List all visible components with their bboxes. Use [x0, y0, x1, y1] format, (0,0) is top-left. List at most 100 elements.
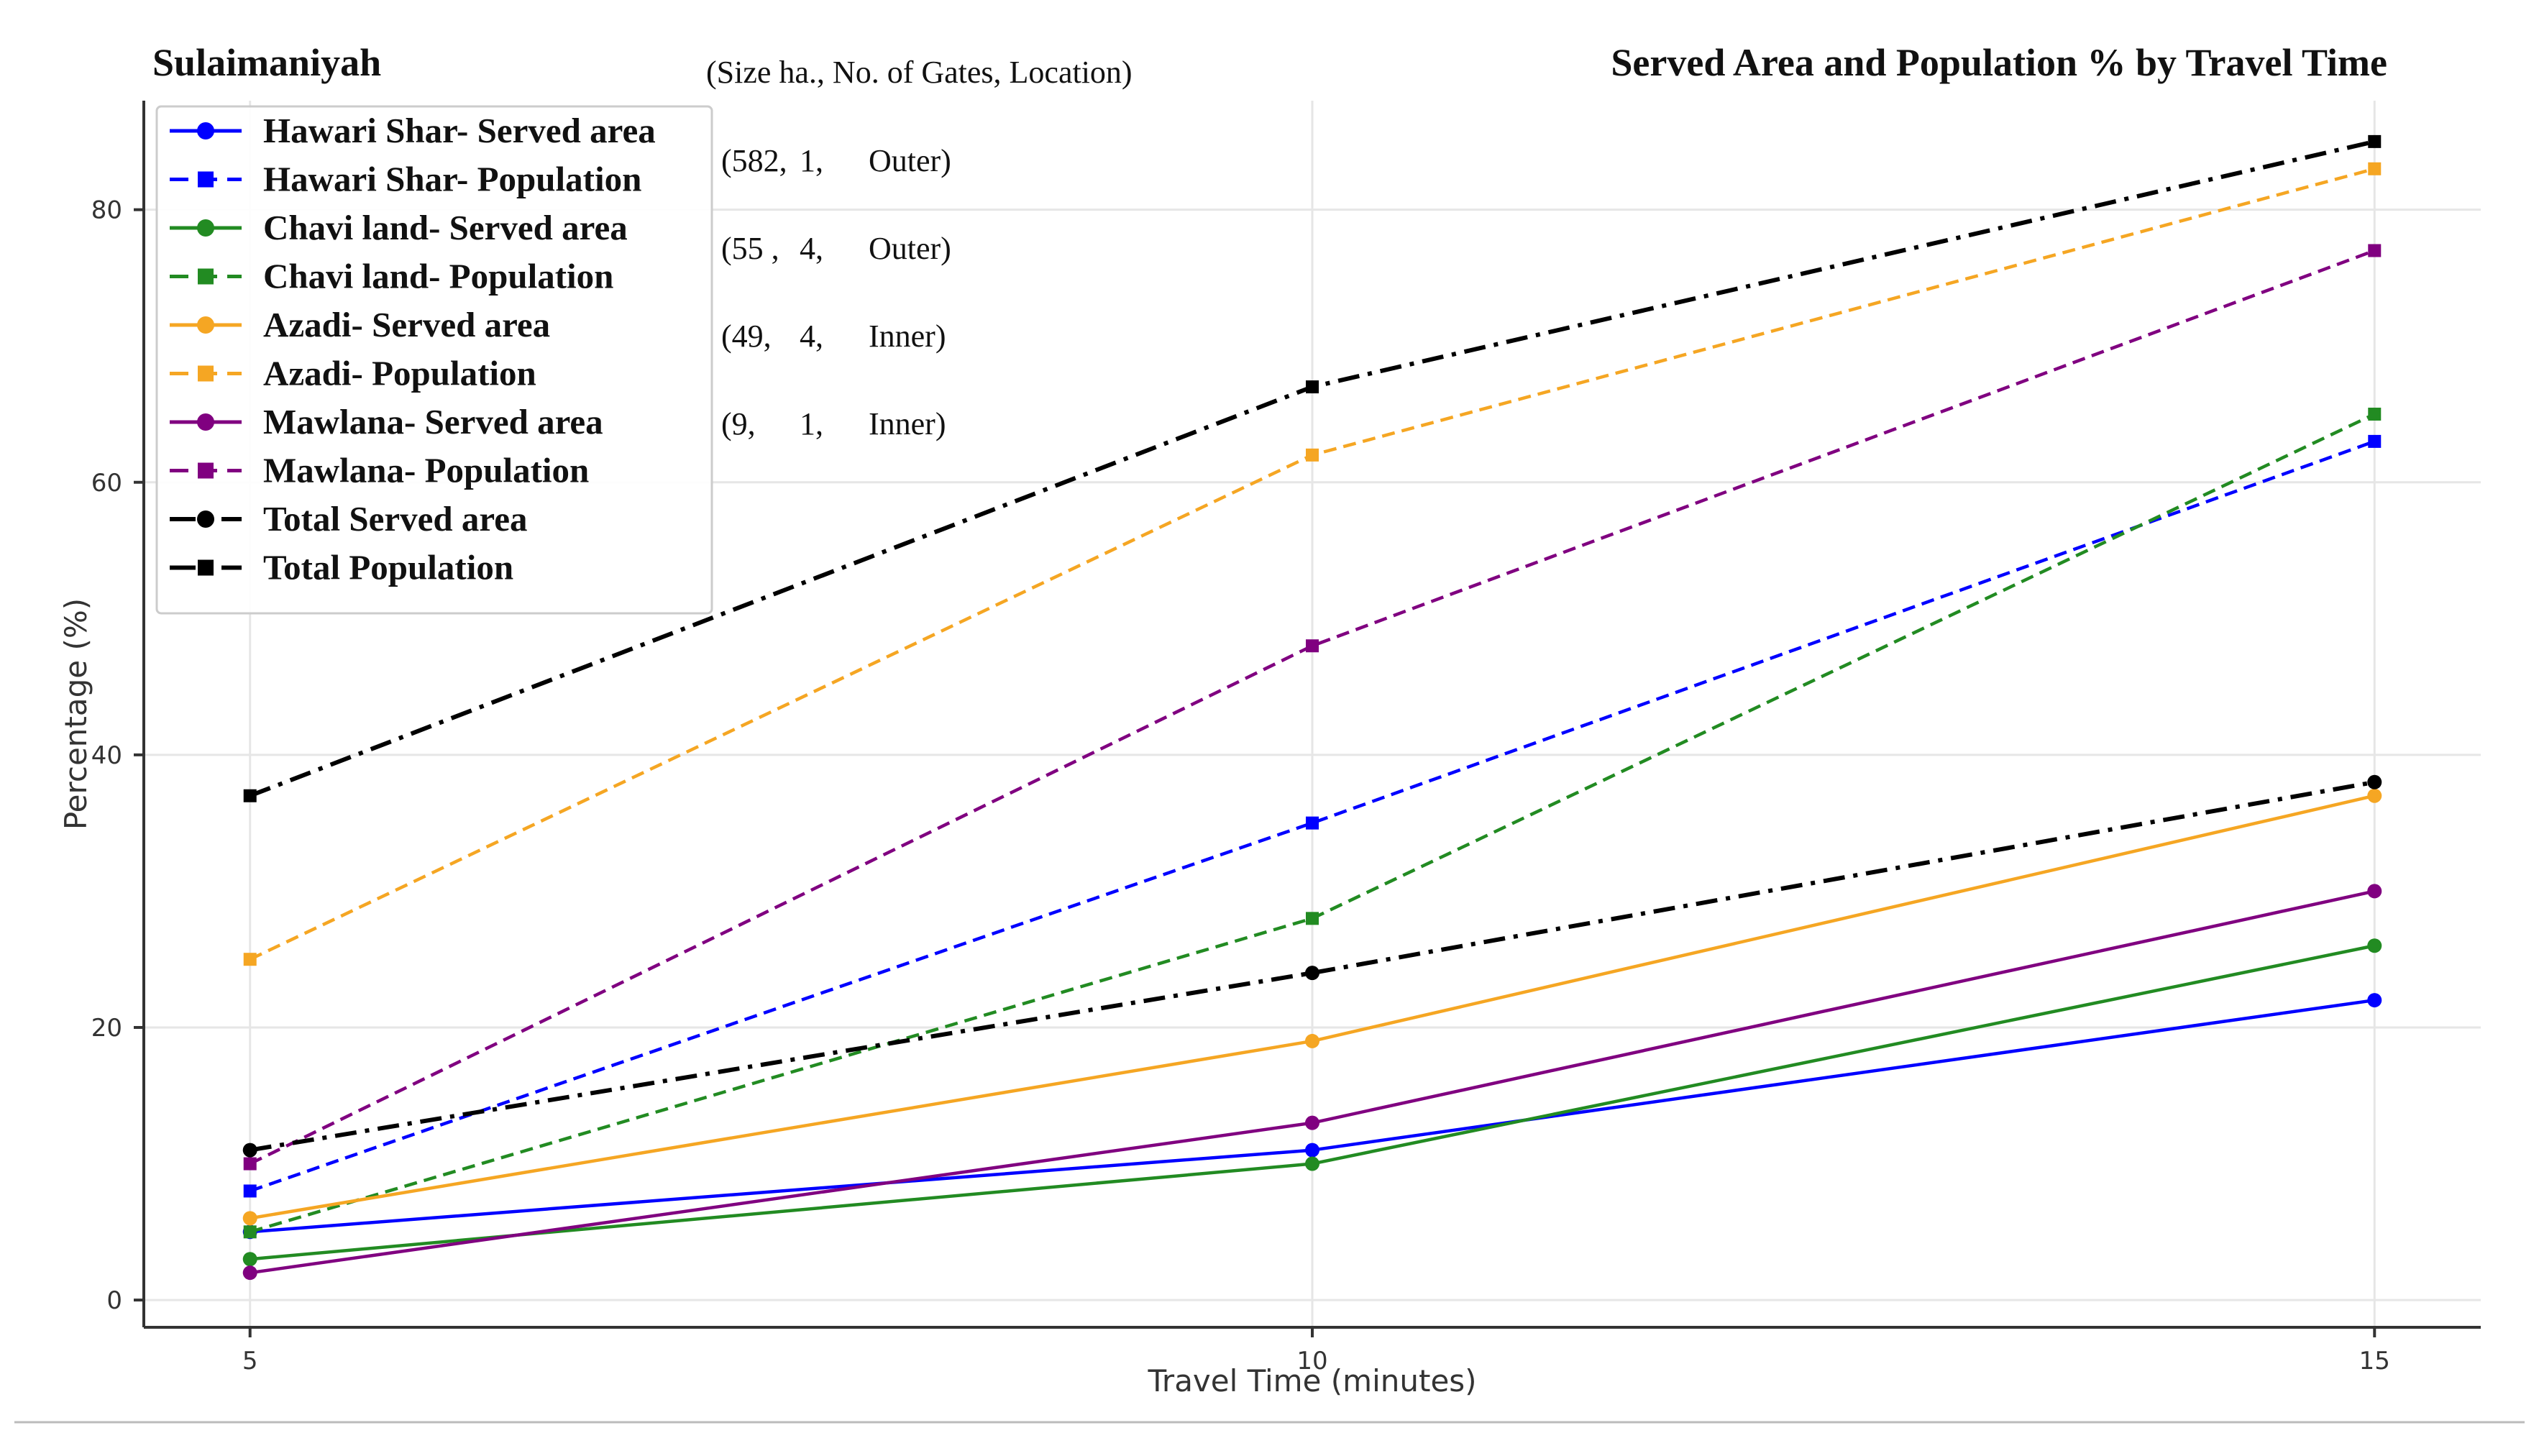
legend-marker	[197, 316, 214, 334]
series-7	[243, 244, 2382, 1171]
axes-layer: 0 20 40 60 80 5 10 15 Travel Time (minutes) Perce…	[58, 101, 2481, 1398]
legend-marker	[197, 510, 214, 528]
legend-entry: Total Served area	[170, 499, 527, 539]
series-line	[249, 439, 2376, 1193]
data-point	[2367, 788, 2382, 803]
legend-marker	[198, 462, 214, 479]
annotation-cell: (9,	[721, 406, 756, 441]
annotation-cell: Inner)	[869, 319, 946, 354]
data-point	[2368, 244, 2382, 257]
data-point	[1305, 1143, 1319, 1158]
series-line	[250, 779, 2375, 1153]
text-layer: Sulaimaniyah Served Area and Population %…	[14, 41, 2525, 1424]
data-point	[243, 1157, 257, 1171]
series-9	[243, 134, 2382, 802]
legend-box	[155, 105, 713, 615]
data-point	[242, 1143, 257, 1158]
annotation-row: (9, 1, Inner)	[721, 406, 946, 441]
city-label: Sulaimaniyah	[152, 41, 381, 84]
data-point	[242, 1211, 257, 1226]
legend-label: Chavi land- Served area	[263, 208, 628, 247]
annotation-row: (49, 4, Inner)	[721, 319, 946, 354]
series-5	[243, 162, 2382, 966]
legend-label: Total Population	[263, 548, 513, 587]
series-4	[242, 788, 2382, 1226]
series-2	[242, 938, 2382, 1267]
data-point	[2368, 434, 2382, 448]
data-point	[1305, 966, 1319, 981]
legend-entry: Total Population	[170, 548, 513, 587]
x-tick-label: 15	[2359, 1347, 2390, 1375]
legend-label: Mawlana- Served area	[263, 402, 603, 441]
data-point	[243, 789, 257, 802]
annotation-row: (55 , 4, Outer)	[721, 231, 951, 266]
data-point	[2367, 884, 2382, 899]
legend-marker	[198, 365, 214, 382]
legend-label: Hawari Shar- Population	[263, 160, 641, 199]
legend-marker	[197, 122, 214, 139]
legend-marker	[198, 171, 214, 188]
series-line	[249, 249, 2376, 1166]
data-point	[242, 1252, 257, 1267]
data-point	[1306, 639, 1319, 653]
data-point	[1306, 912, 1319, 925]
data-point	[1305, 1033, 1319, 1048]
annotation-cell: (55 ,	[721, 231, 779, 266]
annotation-row: (582, 1, Outer)	[721, 143, 951, 178]
annotation-cell: 4,	[800, 231, 823, 266]
legend: Hawari Shar- Served area Hawari Shar- Pop…	[155, 105, 713, 615]
annotation-cell: 1,	[800, 406, 823, 441]
legend-label: Total Served area	[263, 499, 527, 539]
legend-marker	[197, 413, 214, 431]
annotation-cell: (49,	[721, 319, 772, 354]
data-point	[243, 1225, 257, 1239]
legend-label: Hawari Shar- Served area	[263, 111, 656, 150]
x-axis-label: Travel Time (minutes)	[1147, 1363, 1476, 1398]
annotation-cell: Outer)	[869, 143, 951, 178]
legend-entry: Hawari Shar- Served area	[170, 111, 656, 150]
series-1	[243, 434, 2382, 1198]
legend-entry: Chavi land- Served area	[170, 208, 628, 247]
series-layer	[242, 134, 2382, 1281]
y-tick-label: 40	[91, 741, 122, 770]
legend-marker	[198, 559, 214, 576]
series-6	[242, 884, 2382, 1281]
annotation-cell: (582,	[721, 143, 787, 178]
data-point	[1306, 448, 1319, 462]
legend-entry: Hawari Shar- Population	[170, 160, 641, 199]
annotation-header: (Size ha., No. of Gates, Location)	[706, 55, 1133, 90]
data-point	[2368, 407, 2382, 421]
legend-marker	[198, 268, 214, 285]
series-8	[242, 774, 2382, 1158]
data-point	[2368, 162, 2382, 175]
data-point	[2367, 993, 2382, 1008]
legend-entry: Mawlana- Population	[170, 451, 589, 490]
legend-marker	[197, 219, 214, 237]
legend-entry: Chavi land- Population	[170, 257, 613, 296]
x-tick-label: 10	[1296, 1347, 1327, 1375]
series-3	[243, 407, 2382, 1239]
data-point	[2367, 938, 2382, 953]
data-point	[2368, 134, 2382, 148]
y-tick-label: 20	[91, 1014, 122, 1043]
y-tick-label: 0	[106, 1286, 122, 1315]
data-point	[2367, 774, 2382, 789]
data-point	[242, 1265, 257, 1281]
legend-entry: Mawlana- Served area	[170, 402, 603, 441]
data-point	[1306, 816, 1319, 830]
legend-label: Azadi- Served area	[263, 305, 550, 344]
annotation-cell: Inner)	[869, 406, 946, 441]
data-point	[1306, 380, 1319, 394]
y-axis-label: Percentage (%)	[58, 598, 93, 830]
x-tick-label: 5	[242, 1347, 258, 1375]
legend-label: Azadi- Population	[263, 354, 536, 393]
legend-entry: Azadi- Population	[170, 354, 536, 393]
legend-entry: Azadi- Served area	[170, 305, 550, 344]
annotation-cell: 4,	[800, 319, 823, 354]
y-tick-label: 60	[91, 469, 122, 498]
legend-label: Mawlana- Population	[263, 451, 589, 490]
data-point	[1305, 1115, 1319, 1130]
data-point	[243, 953, 257, 966]
